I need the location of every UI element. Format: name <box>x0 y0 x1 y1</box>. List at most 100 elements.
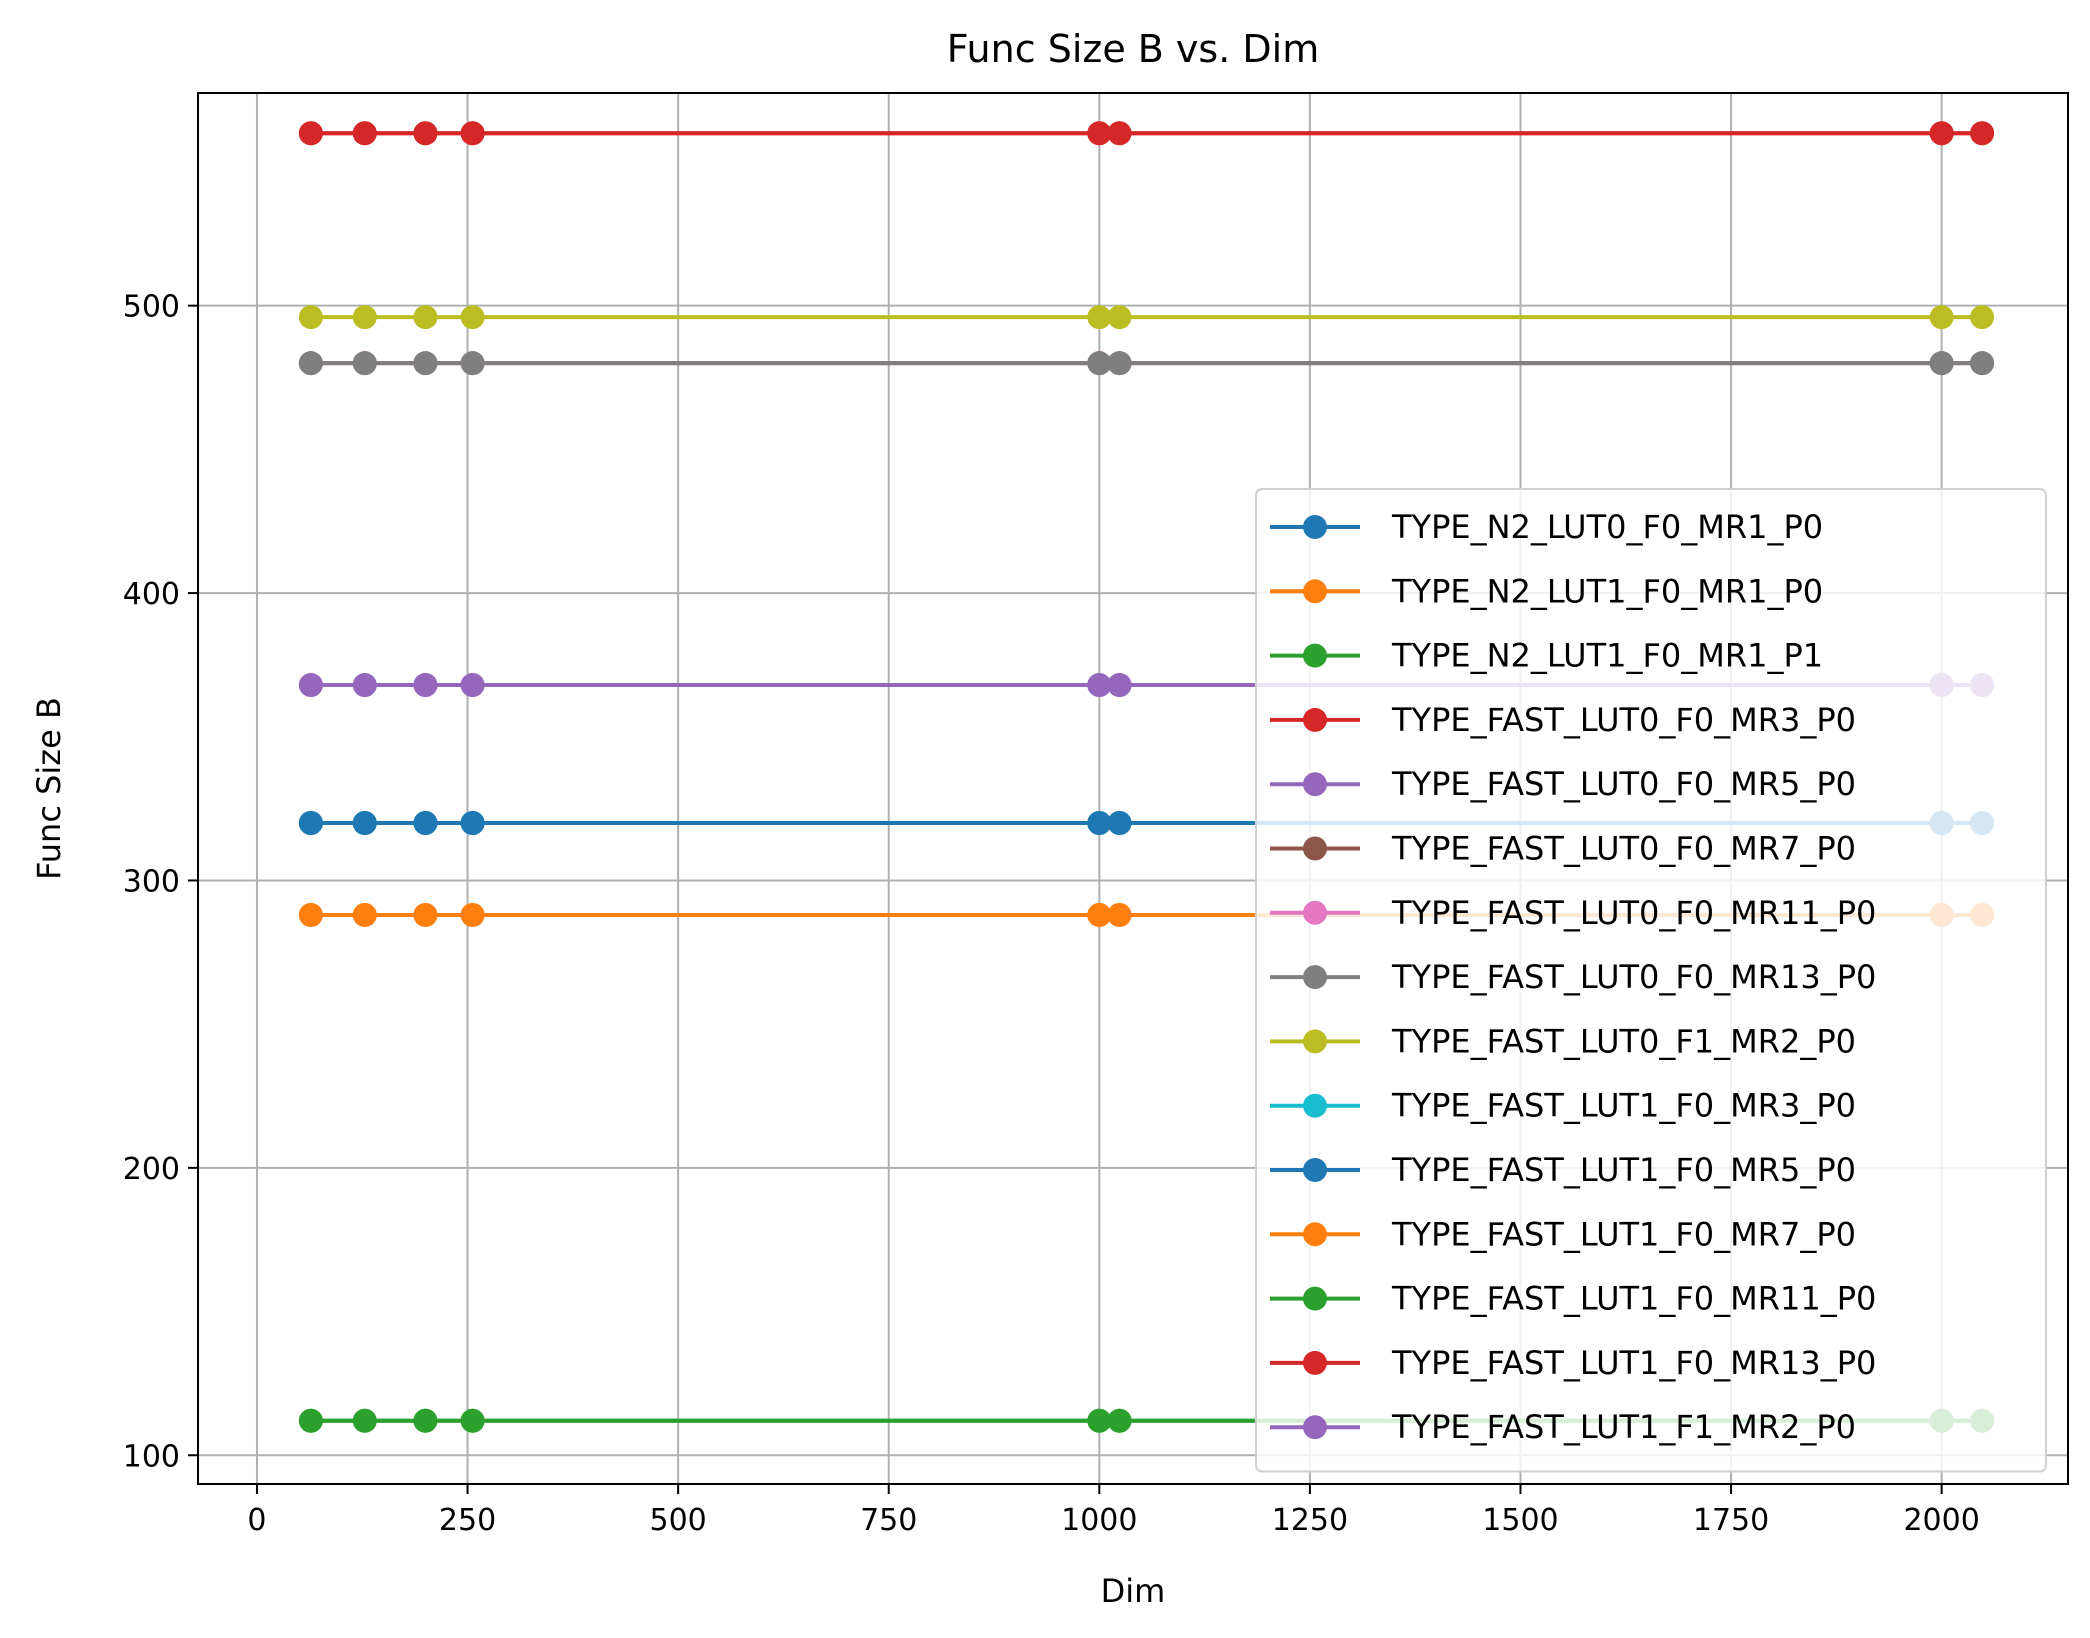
legend-marker <box>1303 1286 1327 1311</box>
chart-title: Func Size B vs. Dim <box>947 27 1319 71</box>
legend-label: TYPE_N2_LUT1_F0_MR1_P1 <box>1391 637 1823 675</box>
data-point <box>298 810 323 835</box>
legend-item: TYPE_FAST_LUT1_F0_MR5_P0 <box>1270 1151 1856 1189</box>
legend-item: TYPE_FAST_LUT1_F0_MR11_P0 <box>1270 1280 1876 1318</box>
x-tick-label: 2000 <box>1903 1503 1979 1538</box>
data-point <box>352 902 377 927</box>
data-point <box>1929 305 1954 330</box>
legend-marker <box>1303 515 1327 539</box>
legend-label: TYPE_FAST_LUT0_F0_MR11_P0 <box>1391 894 1876 932</box>
data-point <box>298 121 323 146</box>
data-point <box>413 305 438 330</box>
data-point <box>1970 351 1995 376</box>
data-point <box>352 1408 377 1433</box>
data-point <box>1107 305 1132 330</box>
data-point <box>460 1408 485 1433</box>
data-point <box>1107 1408 1132 1433</box>
data-point <box>298 673 323 698</box>
data-point <box>1087 351 1112 376</box>
data-point <box>1087 121 1112 146</box>
legend-item: TYPE_N2_LUT1_F0_MR1_P0 <box>1270 572 1823 610</box>
data-point <box>413 1408 438 1433</box>
legend-item: TYPE_FAST_LUT0_F0_MR13_P0 <box>1270 958 1876 996</box>
legend-label: TYPE_FAST_LUT1_F0_MR13_P0 <box>1391 1344 1876 1382</box>
legend-item: TYPE_FAST_LUT0_F0_MR7_P0 <box>1270 830 1856 868</box>
legend-label: TYPE_FAST_LUT1_F0_MR5_P0 <box>1391 1151 1856 1189</box>
legend-marker <box>1303 1350 1327 1375</box>
legend-label: TYPE_N2_LUT1_F0_MR1_P0 <box>1391 572 1823 610</box>
legend-marker <box>1303 1222 1327 1247</box>
legend-label: TYPE_N2_LUT0_F0_MR1_P0 <box>1391 508 1823 546</box>
legend-label: TYPE_FAST_LUT0_F0_MR7_P0 <box>1391 830 1856 868</box>
x-tick-label: 1750 <box>1693 1503 1769 1538</box>
data-point <box>460 305 485 330</box>
y-tick-label: 300 <box>123 864 180 899</box>
x-tick-label: 750 <box>860 1503 917 1538</box>
legend-item: TYPE_FAST_LUT0_F1_MR2_P0 <box>1270 1022 1856 1060</box>
legend-item: TYPE_FAST_LUT1_F1_MR2_P0 <box>1270 1408 1856 1446</box>
data-point <box>1107 351 1132 376</box>
data-point <box>352 810 377 835</box>
data-point <box>460 351 485 376</box>
x-tick-label: 0 <box>247 1503 266 1538</box>
legend-label: TYPE_FAST_LUT1_F1_MR2_P0 <box>1391 1408 1856 1446</box>
legend-marker <box>1303 1415 1327 1440</box>
legend-marker <box>1303 965 1327 990</box>
y-tick-label: 200 <box>123 1152 180 1187</box>
axes-frame <box>197 92 2069 1485</box>
data-point <box>352 673 377 698</box>
series-14 <box>298 121 1995 146</box>
data-point <box>413 902 438 927</box>
x-tick-label: 1250 <box>1272 1503 1348 1538</box>
legend-item: TYPE_N2_LUT1_F0_MR1_P1 <box>1270 637 1823 675</box>
data-point <box>1107 121 1132 146</box>
data-point <box>460 810 485 835</box>
legend: TYPE_N2_LUT0_F0_MR1_P0 TYPE_N2_LUT1_F0_MR… <box>1255 488 2047 1473</box>
y-tick-label: 400 <box>123 577 180 612</box>
x-axis-title: Dim <box>1101 1572 1166 1610</box>
data-point <box>460 673 485 698</box>
data-point <box>413 121 438 146</box>
legend-label: TYPE_FAST_LUT0_F1_MR2_P0 <box>1391 1022 1856 1060</box>
data-point <box>1929 351 1954 376</box>
data-point <box>413 810 438 835</box>
x-tick-label: 1500 <box>1482 1503 1558 1538</box>
legend-item: TYPE_FAST_LUT0_F0_MR3_P0 <box>1270 701 1856 739</box>
legend-marker <box>1303 1093 1327 1118</box>
data-point <box>1087 305 1112 330</box>
data-point <box>352 351 377 376</box>
data-point <box>1107 902 1132 927</box>
data-point <box>1107 810 1132 835</box>
legend-label: TYPE_FAST_LUT0_F0_MR3_P0 <box>1391 701 1856 739</box>
data-point <box>352 121 377 146</box>
data-point <box>1087 673 1112 698</box>
legend-label: TYPE_FAST_LUT1_F0_MR3_P0 <box>1391 1087 1856 1125</box>
legend-item: TYPE_FAST_LUT0_F0_MR11_P0 <box>1270 894 1876 932</box>
y-tick-label: 100 <box>123 1439 180 1474</box>
legend-marker <box>1303 1158 1327 1182</box>
legend-item: TYPE_FAST_LUT1_F0_MR7_P0 <box>1270 1215 1856 1253</box>
legend-item: TYPE_FAST_LUT1_F0_MR13_P0 <box>1270 1344 1876 1382</box>
data-point <box>413 673 438 698</box>
x-tick-label: 500 <box>650 1503 707 1538</box>
legend-label: TYPE_FAST_LUT0_F0_MR5_P0 <box>1391 765 1856 803</box>
legend-marker <box>1303 707 1327 732</box>
legend-label: TYPE_FAST_LUT1_F0_MR7_P0 <box>1391 1215 1856 1253</box>
legend-item: TYPE_FAST_LUT0_F0_MR5_P0 <box>1270 765 1856 803</box>
data-point <box>1087 902 1112 927</box>
data-point <box>298 351 323 376</box>
legend-item: TYPE_FAST_LUT1_F0_MR3_P0 <box>1270 1087 1856 1125</box>
data-point <box>413 351 438 376</box>
data-point <box>1970 121 1995 146</box>
axis-ticks: 0 250 500 750 1000 1250 1500 1750 2000 100 200 300 4… <box>123 290 1980 1538</box>
data-point <box>460 121 485 146</box>
data-point <box>460 902 485 927</box>
legend-label: TYPE_FAST_LUT0_F0_MR13_P0 <box>1391 958 1876 996</box>
y-axis-title: Func Size B <box>30 697 68 880</box>
data-point <box>1087 810 1112 835</box>
data-point <box>1107 673 1132 698</box>
legend-marker <box>1303 1029 1327 1054</box>
data-point <box>1929 121 1954 146</box>
